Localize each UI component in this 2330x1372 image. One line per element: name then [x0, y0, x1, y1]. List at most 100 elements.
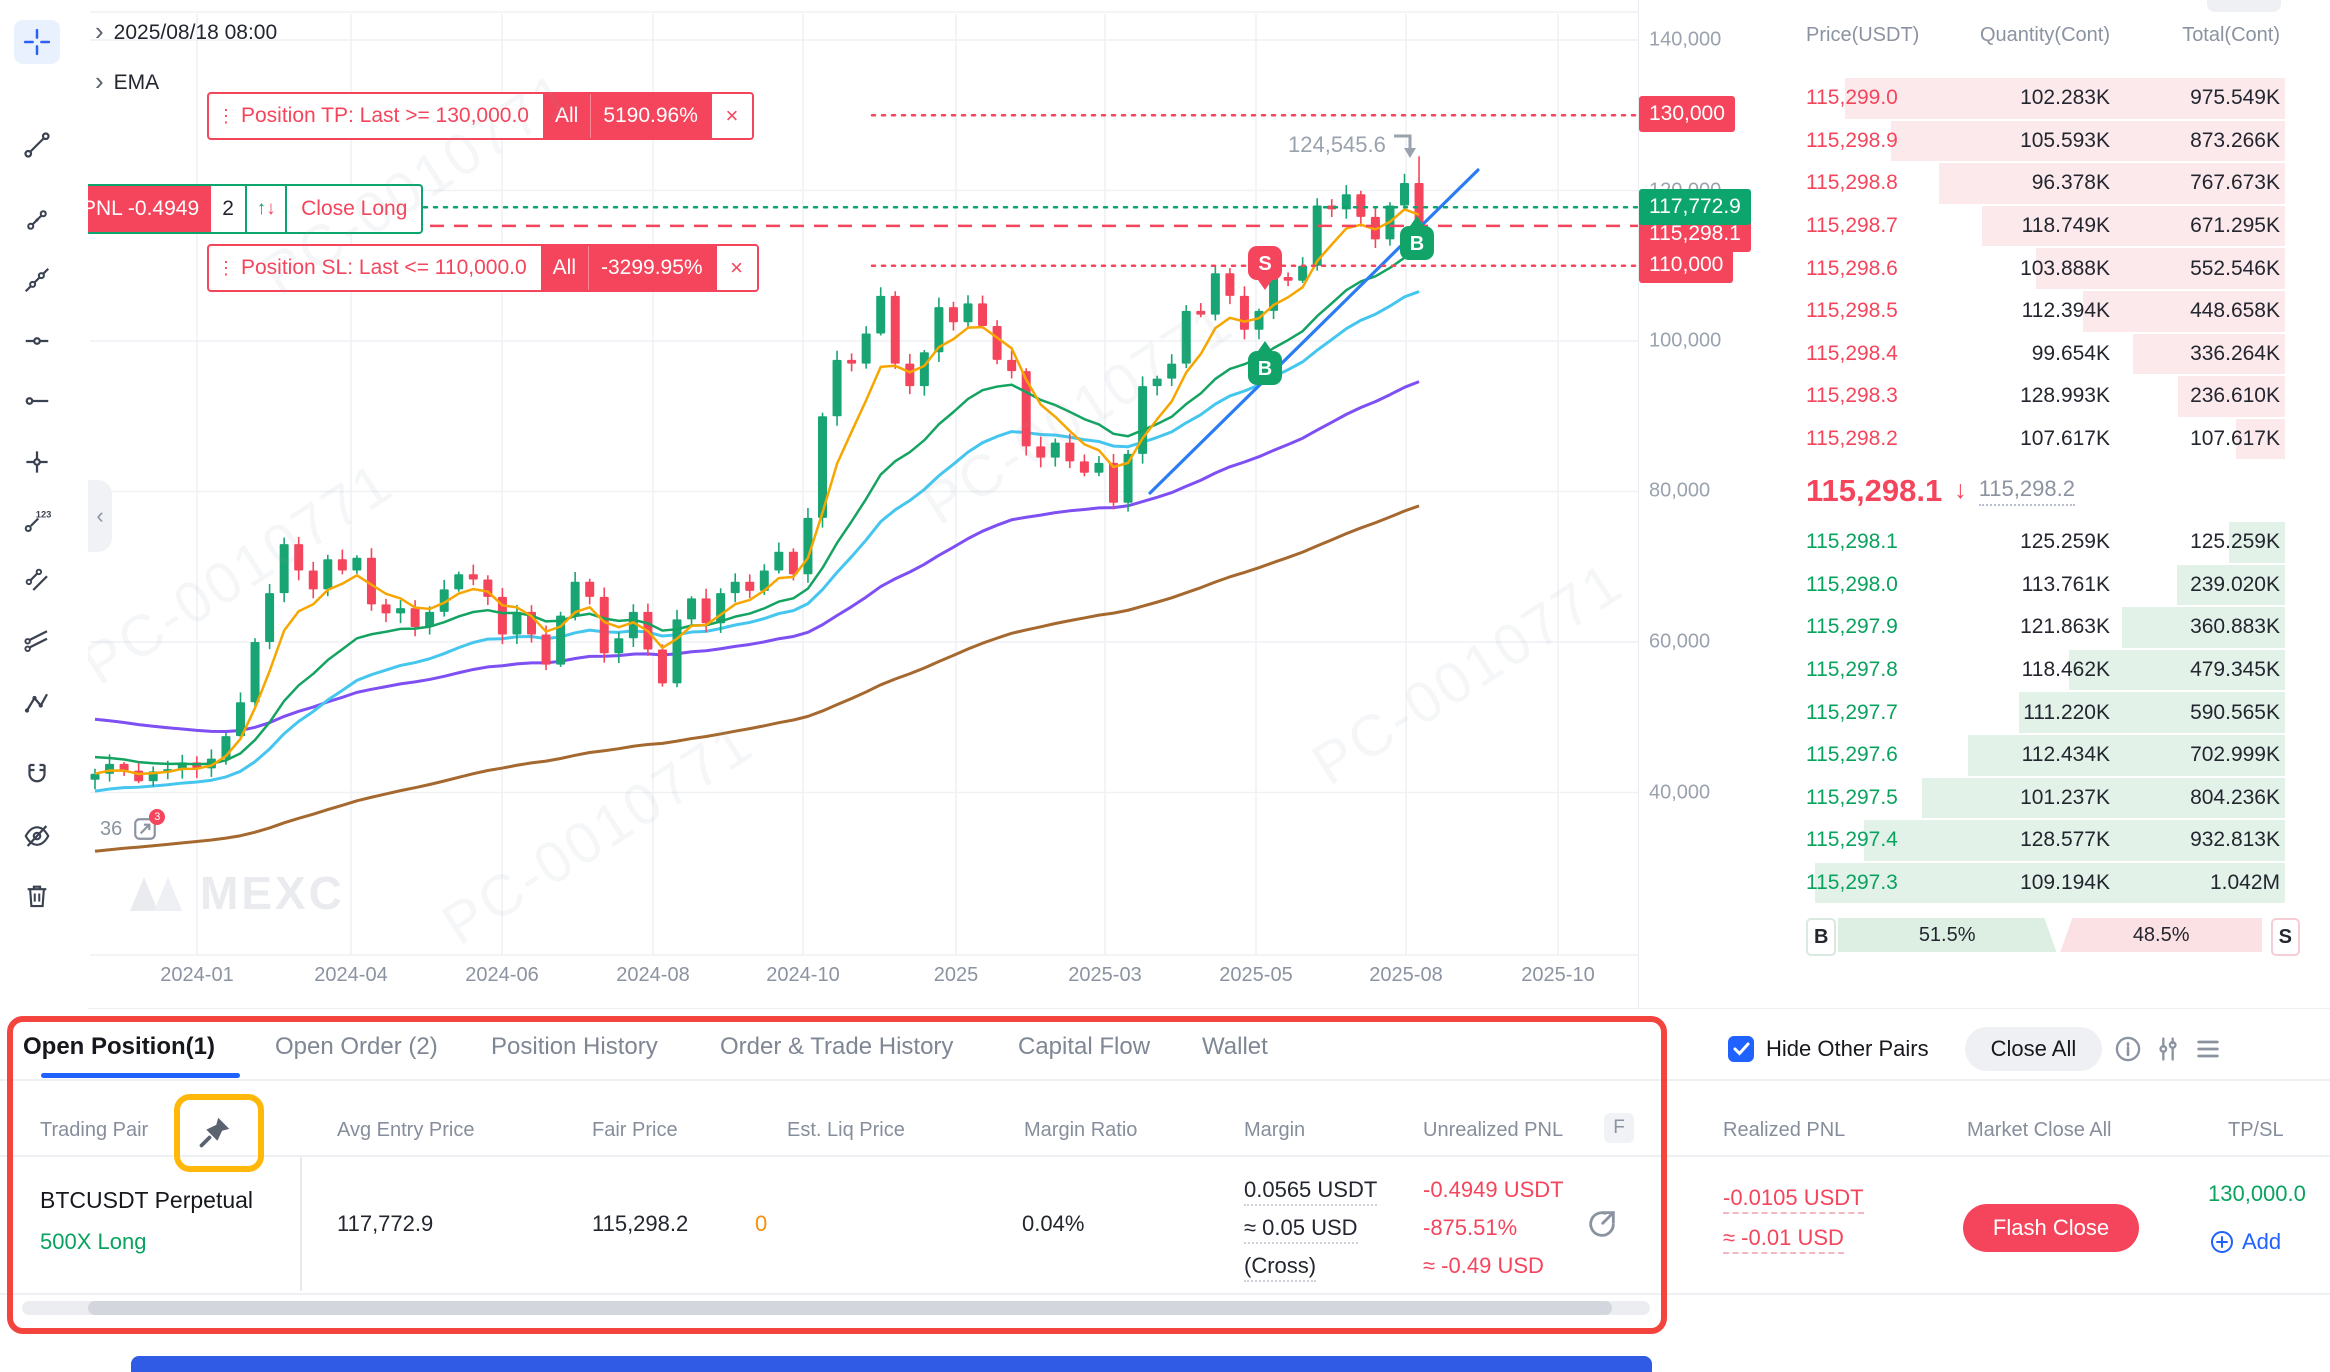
drag-handle-icon[interactable]: ⋮: [217, 257, 235, 278]
tp-order-cancel-icon[interactable]: ×: [709, 94, 752, 138]
tab-order-trade-history[interactable]: Order & Trade History: [720, 1033, 954, 1060]
close-all-button[interactable]: Close All: [1964, 1027, 2103, 1071]
bid-row[interactable]: 115,297.8 118.462K 479.345K: [1790, 649, 2330, 692]
margin-mode[interactable]: (Cross): [1244, 1253, 1317, 1282]
ask-row[interactable]: 115,298.6 103.888K 552.546K: [1790, 247, 2330, 290]
orderbook-top-control[interactable]: [2207, 0, 2281, 12]
crosshair-tool-icon[interactable]: [14, 20, 60, 64]
extended-line-tool-icon[interactable]: [14, 258, 60, 302]
price-note-tool-icon[interactable]: 123: [14, 499, 60, 543]
divider: [0, 1155, 2330, 1157]
total: 767.673K: [2190, 171, 2280, 195]
add-tpsl-button[interactable]: Add: [2210, 1229, 2281, 1255]
bid-row[interactable]: 115,297.3 109.194K 1.042M: [1790, 862, 2330, 905]
trade-marker-b: B: [1248, 341, 1282, 385]
depth-bar: [1938, 163, 2285, 204]
bid-row[interactable]: 115,297.9 121.863K 360.883K: [1790, 606, 2330, 649]
buy-ratio-label: B: [1806, 918, 1837, 956]
position-pnl-widget[interactable]: PNL -0.4949 2 ↑ ↓ Close Long: [68, 184, 424, 234]
info-line-tool-icon[interactable]: [14, 198, 60, 242]
svg-text:B: B: [1410, 233, 1424, 255]
quantity: 113.761K: [2021, 572, 2110, 596]
x-axis-tick: 2025: [933, 964, 979, 986]
delete-drawings-tool-icon[interactable]: [14, 874, 60, 918]
bid-row[interactable]: 115,297.5 101.237K 804.236K: [1790, 777, 2330, 820]
parallel-channel-tool-icon[interactable]: [14, 558, 60, 602]
drawing-toolbar: 123: [0, 0, 88, 1010]
svg-text:S: S: [1258, 253, 1271, 275]
sl-order-label: Position SL: Last <= 110,000.0: [241, 256, 527, 279]
price: 115,298.9: [1806, 128, 1898, 152]
column-header-liq: Est. Liq Price: [787, 1119, 905, 1141]
multi-point-line-tool-icon[interactable]: [14, 681, 60, 725]
ask-row[interactable]: 115,298.2 107.617K 107.617K: [1790, 418, 2330, 461]
chart-datetime-row[interactable]: › 2025/08/18 08:00: [95, 18, 277, 46]
close-long-button[interactable]: Close Long: [301, 197, 408, 220]
tab-open-order-2-[interactable]: Open Order (2): [275, 1033, 438, 1060]
hide-drawings-tool-icon[interactable]: [14, 814, 60, 858]
funding-badge[interactable]: F: [1604, 1113, 1634, 1143]
pinned-pair-cell[interactable]: BTCUSDT Perpetual 500X Long: [8, 1157, 302, 1291]
quantity-column-header: Quantity(Cont): [1979, 24, 2110, 46]
ask-row[interactable]: 115,298.4 99.654K 336.264K: [1790, 333, 2330, 376]
hide-other-pairs-checkbox[interactable]: [1728, 1036, 1754, 1062]
pitchfork-tool-icon[interactable]: [14, 618, 60, 662]
notification-badge: 3: [149, 809, 166, 825]
position-sl-order[interactable]: ⋮ Position SL: Last <= 110,000.0 All -32…: [207, 244, 759, 292]
price-scale[interactable]: 140,000120,000100,00080,00060,00040,0001…: [1638, 0, 1791, 1010]
menu-icon[interactable]: [2194, 1035, 2222, 1063]
tab-wallet[interactable]: Wallet: [1202, 1033, 1268, 1060]
tp-price-badge: 130,000: [1639, 96, 1735, 133]
horizontal-ray-tool-icon[interactable]: [14, 379, 60, 423]
flash-close-button[interactable]: Flash Close: [1963, 1204, 2139, 1252]
filter-settings-icon[interactable]: [2154, 1035, 2182, 1063]
magnet-tool-icon[interactable]: [14, 753, 60, 797]
tab-open-position-1-[interactable]: Open Position(1): [23, 1033, 215, 1060]
bid-row[interactable]: 115,297.7 111.220K 590.565K: [1790, 691, 2330, 734]
mark-price[interactable]: 115,298.2: [1978, 476, 2075, 506]
depth-bar: [2122, 607, 2285, 648]
margin-value[interactable]: 0.0565 USDT: [1244, 1177, 1378, 1206]
ask-row[interactable]: 115,298.5 112.394K 448.658K: [1790, 290, 2330, 333]
price: 115,297.7: [1806, 700, 1898, 724]
realized-pnl-value[interactable]: -0.0105 USDT: [1723, 1185, 1864, 1214]
horizontal-line-tool-icon[interactable]: [14, 319, 60, 363]
bid-row[interactable]: 115,298.1 125.259K 125.259K: [1790, 521, 2330, 564]
chart-indicator-row[interactable]: › EMA: [95, 68, 159, 96]
horizontal-scrollbar-thumb[interactable]: [88, 1301, 1612, 1315]
candlestick-chart[interactable]: S B B: [0, 0, 1638, 1010]
bid-row[interactable]: 115,298.0 113.761K 239.020K: [1790, 564, 2330, 607]
trend-line-tool-icon[interactable]: [14, 123, 60, 167]
share-pnl-icon[interactable]: [1585, 1207, 1619, 1241]
ask-row[interactable]: 115,298.7 118.749K 671.295K: [1790, 205, 2330, 248]
price: 115,298.0: [1806, 572, 1898, 596]
fair-price-value: 115,298.2: [592, 1211, 689, 1236]
price: 115,297.6: [1806, 743, 1898, 767]
buy-ratio-bar: 51.5%: [1838, 918, 2056, 952]
drag-handle-icon[interactable]: ⋮: [217, 105, 235, 126]
bid-row[interactable]: 115,297.6 112.434K 702.999K: [1790, 734, 2330, 777]
price: 115,297.8: [1806, 658, 1898, 682]
sl-order-cancel-icon[interactable]: ×: [714, 246, 757, 290]
cross-line-tool-icon[interactable]: [14, 440, 60, 484]
info-icon[interactable]: [2114, 1035, 2142, 1063]
collapse-sidebar-button[interactable]: ‹: [88, 480, 112, 552]
quantity: 112.394K: [2021, 299, 2110, 323]
depth-bar: [1864, 820, 2285, 861]
ask-row[interactable]: 115,298.8 96.378K 767.673K: [1790, 162, 2330, 205]
pin-icon[interactable]: [196, 1113, 234, 1151]
margin-usd-value[interactable]: ≈ 0.05 USD: [1244, 1215, 1358, 1244]
bid-row[interactable]: 115,297.4 128.577K 932.813K: [1790, 819, 2330, 862]
ask-row[interactable]: 115,298.9 105.593K 873.266K: [1790, 120, 2330, 163]
tab-capital-flow[interactable]: Capital Flow: [1018, 1033, 1151, 1060]
reverse-position-icon[interactable]: ↑ ↓: [247, 186, 288, 232]
active-tab-underline: [41, 1073, 240, 1078]
bottom-blue-bar[interactable]: [131, 1356, 1652, 1372]
ask-row[interactable]: 115,298.3 128.993K 236.610K: [1790, 375, 2330, 418]
tab-position-history[interactable]: Position History: [491, 1033, 658, 1060]
drawings-counter[interactable]: 36 3: [100, 809, 166, 842]
ask-row[interactable]: 115,299.0 102.283K 975.549K: [1790, 77, 2330, 120]
position-tp-order[interactable]: ⋮ Position TP: Last >= 130,000.0 All 519…: [207, 92, 754, 140]
realized-pnl-usd[interactable]: ≈ -0.01 USD: [1723, 1225, 1844, 1254]
